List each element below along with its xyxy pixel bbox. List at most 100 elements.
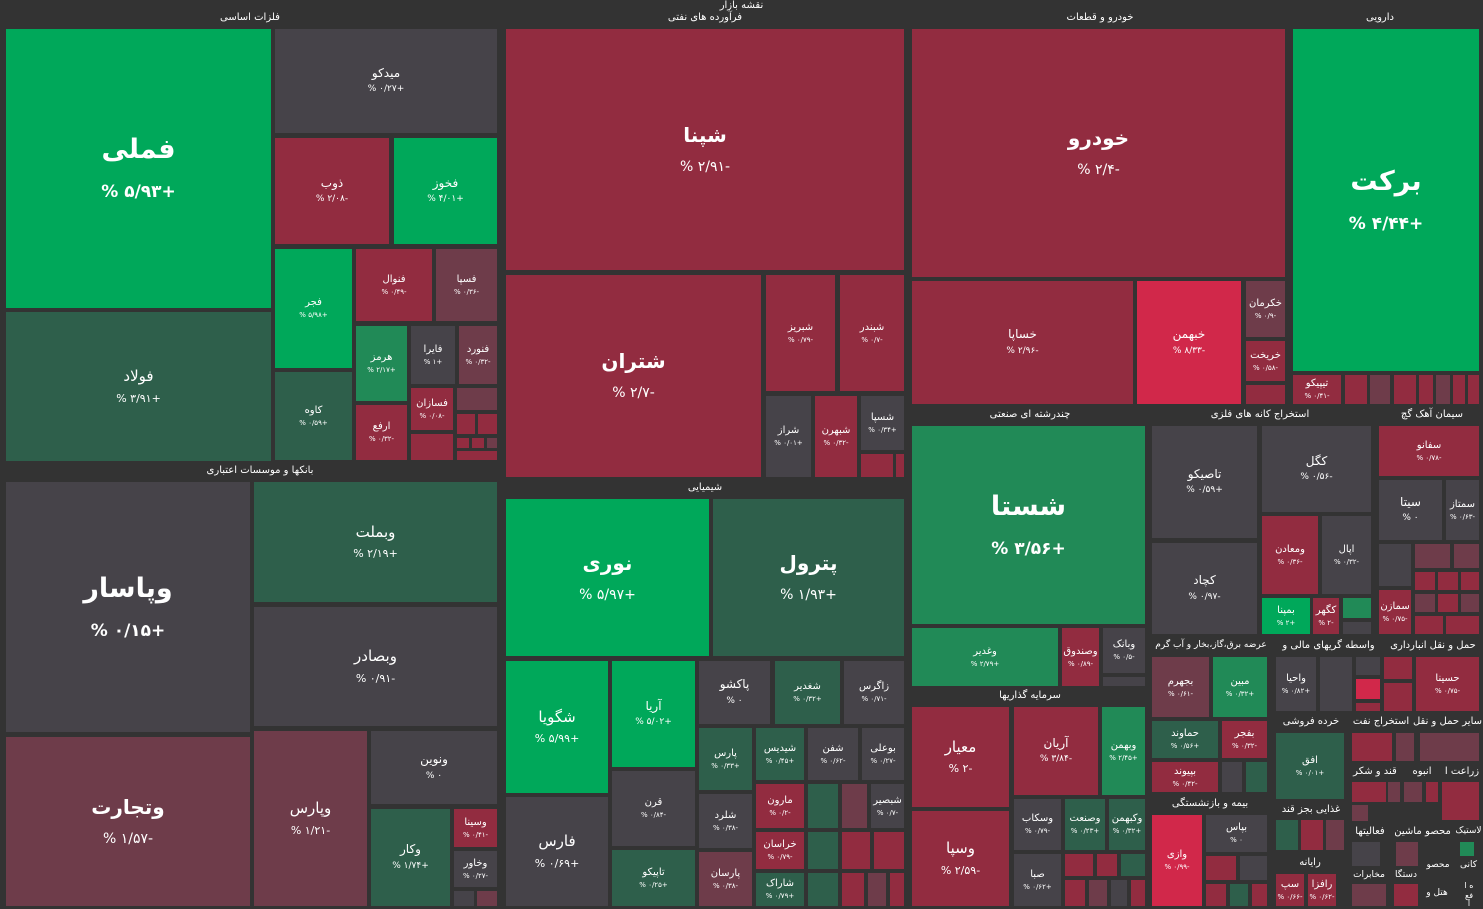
stock-tile-shabriz[interactable]: شبریز -۰/۷۹ % bbox=[766, 275, 835, 391]
small-tile[interactable] bbox=[808, 784, 838, 828]
small-tile[interactable] bbox=[1356, 703, 1380, 711]
stock-tile-kogol[interactable]: کگل -۰/۵۶ % bbox=[1262, 426, 1371, 512]
stock-tile-sheraz[interactable]: شراز +۰/۰۱ % bbox=[766, 396, 811, 477]
stock-tile-kegohar[interactable]: کگهر -۲ % bbox=[1313, 598, 1339, 634]
small-tile[interactable] bbox=[1384, 683, 1412, 711]
small-tile[interactable] bbox=[1206, 884, 1226, 906]
small-tile[interactable] bbox=[1356, 657, 1380, 675]
small-tile[interactable] bbox=[457, 414, 475, 434]
stock-tile-vesekab[interactable]: وسکاب -۰/۷۹ % bbox=[1014, 799, 1061, 850]
stock-tile-khodro[interactable]: خودرو -۲/۴ % bbox=[912, 29, 1285, 277]
stock-tile-tasiko[interactable]: تاصیکو +۰/۵۹ % bbox=[1152, 426, 1257, 538]
stock-tile-vesina[interactable]: وسینا -۰/۴۱ % bbox=[454, 809, 497, 847]
stock-tile-tapiko[interactable]: تاپیکو +۰/۲۵ % bbox=[612, 850, 695, 906]
stock-tile-vebahman[interactable]: وبهمن +۲/۴۵ % bbox=[1102, 707, 1145, 795]
stock-tile-shegoya[interactable]: شگویا +۵/۹۹ % bbox=[506, 661, 608, 793]
stock-tile-shebahran[interactable]: شبهرن -۰/۳۲ % bbox=[815, 396, 857, 477]
stock-tile-khebahman[interactable]: خبهمن -۸/۳۳ % bbox=[1137, 281, 1241, 404]
small-tile[interactable] bbox=[1097, 854, 1117, 876]
stock-tile-bepeyvand[interactable]: بپیوند -۰/۴۲ % bbox=[1152, 762, 1218, 792]
stock-tile-maroon[interactable]: مارون -۰/۲ % bbox=[756, 784, 804, 828]
small-tile[interactable] bbox=[1394, 375, 1416, 404]
stock-tile-pakshoo[interactable]: پاکشو ۰ % bbox=[699, 661, 770, 724]
stock-tile-kheriekht[interactable]: خریخت -۰/۵۸ % bbox=[1246, 341, 1285, 381]
small-tile[interactable] bbox=[457, 451, 497, 460]
stock-tile-hemavand[interactable]: حماوند +۰/۵۶ % bbox=[1152, 721, 1218, 758]
stock-tile-khesapa[interactable]: خساپا -۲/۹۶ % bbox=[912, 281, 1133, 404]
small-tile[interactable] bbox=[896, 454, 904, 477]
stock-tile-sep[interactable]: سپ -۰/۶۶ % bbox=[1276, 874, 1304, 906]
small-tile[interactable] bbox=[874, 832, 904, 869]
small-tile[interactable] bbox=[842, 784, 867, 828]
stock-tile-ofogh[interactable]: افق +۰/۰۱ % bbox=[1276, 733, 1344, 799]
small-tile[interactable] bbox=[1230, 884, 1248, 906]
small-tile[interactable] bbox=[1121, 854, 1145, 876]
small-tile[interactable] bbox=[454, 891, 474, 906]
small-tile[interactable] bbox=[1415, 572, 1435, 590]
small-tile[interactable] bbox=[1352, 782, 1386, 802]
stock-tile-parsan[interactable]: پارسان -۰/۳۸ % bbox=[699, 852, 752, 906]
stock-tile-petrol[interactable]: پترول +۱/۹۳ % bbox=[713, 499, 904, 656]
small-tile[interactable] bbox=[808, 832, 838, 869]
small-tile[interactable] bbox=[1461, 594, 1479, 612]
stock-tile-vemaaden[interactable]: ومعادن -۰/۳۶ % bbox=[1262, 516, 1318, 594]
stock-tile-bejahrom[interactable]: بجهرم -۰/۶۱ % bbox=[1152, 657, 1209, 717]
stock-tile-vekbahman[interactable]: وکبهمن +۰/۳۲ % bbox=[1109, 799, 1145, 850]
stock-tile-fenord[interactable]: فنورد -۰/۳۲ % bbox=[459, 326, 497, 384]
small-tile[interactable] bbox=[1426, 782, 1438, 802]
stock-tile-vekar[interactable]: وکار +۱/۷۴ % bbox=[371, 809, 450, 906]
stock-tile-vazi[interactable]: وازی -۰/۹۹ % bbox=[1152, 815, 1202, 906]
small-tile[interactable] bbox=[1404, 782, 1422, 802]
small-tile[interactable] bbox=[1454, 544, 1479, 568]
stock-tile-zob[interactable]: ذوب -۲/۰۸ % bbox=[275, 138, 389, 244]
small-tile[interactable] bbox=[1206, 856, 1236, 880]
stock-tile-kaveh[interactable]: کاوه +۰/۵۹ % bbox=[275, 372, 352, 460]
stock-tile-fameli[interactable]: فملی +۵/۹۳ % bbox=[6, 29, 271, 308]
stock-tile-fakhooz[interactable]: فخوز +۴/۰۱ % bbox=[394, 138, 497, 244]
stock-tile-noori[interactable]: نوری +۵/۹۷ % bbox=[506, 499, 709, 656]
stock-tile-shelard[interactable]: شلرد -۰/۳۸ % bbox=[699, 794, 752, 848]
small-tile[interactable] bbox=[1065, 854, 1093, 876]
stock-tile-vekhavar[interactable]: وخاور -۰/۲۷ % bbox=[454, 851, 497, 887]
small-tile[interactable] bbox=[1394, 884, 1418, 906]
small-tile[interactable] bbox=[1419, 375, 1433, 404]
small-tile[interactable] bbox=[1436, 375, 1450, 404]
stock-tile-vahya[interactable]: واحیا +۰/۸۲ % bbox=[1276, 657, 1316, 711]
stock-tile-booali[interactable]: بوعلی -۰/۲۷ % bbox=[862, 728, 904, 780]
stock-tile-bamapna[interactable]: بمپنا +۲ % bbox=[1262, 598, 1310, 634]
stock-tile-semtaz[interactable]: سمتاز -۰/۶۳ % bbox=[1446, 480, 1479, 540]
stock-tile-fesazan[interactable]: فسازان -۰/۰۸ % bbox=[411, 388, 453, 430]
stock-tile-fespa[interactable]: فسپا -۰/۳۶ % bbox=[436, 249, 497, 321]
small-tile[interactable] bbox=[1343, 598, 1371, 618]
stock-tile-hormoz[interactable]: هرمز +۲/۱۷ % bbox=[356, 326, 407, 401]
small-tile[interactable] bbox=[1420, 733, 1479, 761]
small-tile[interactable] bbox=[1111, 880, 1127, 906]
small-tile[interactable] bbox=[411, 434, 453, 460]
small-tile[interactable] bbox=[1384, 657, 1412, 679]
small-tile[interactable] bbox=[1468, 375, 1479, 404]
stock-tile-midco[interactable]: میدکو +۰/۲۷ % bbox=[275, 29, 497, 133]
stock-tile-faira[interactable]: فایرا +۱ % bbox=[411, 326, 455, 384]
small-tile[interactable] bbox=[842, 832, 870, 869]
stock-tile-vepasar[interactable]: وپاسار +۰/۱۵ % bbox=[6, 482, 250, 732]
stock-tile-shaghadir[interactable]: شغدیر +۰/۳۲ % bbox=[775, 661, 840, 724]
small-tile[interactable] bbox=[457, 438, 469, 448]
stock-tile-arfa[interactable]: ارفع -۰/۳۲ % bbox=[356, 405, 407, 460]
small-tile[interactable] bbox=[1442, 782, 1479, 820]
stock-tile-vebemellat[interactable]: وبملت +۲/۱۹ % bbox=[254, 482, 497, 602]
small-tile[interactable] bbox=[868, 873, 886, 906]
stock-tile-vetejarat[interactable]: وتجارت -۱/۵۷ % bbox=[6, 737, 250, 906]
stock-tile-veghadir[interactable]: وغدیر +۲/۷۹ % bbox=[912, 628, 1058, 686]
small-tile[interactable] bbox=[1415, 616, 1443, 634]
stock-tile-barekat[interactable]: برکت +۴/۴۴ % bbox=[1293, 29, 1479, 371]
small-tile[interactable] bbox=[1301, 820, 1323, 850]
stock-tile-khorasan[interactable]: خراسان -۰/۷۹ % bbox=[756, 832, 804, 869]
small-tile[interactable] bbox=[1396, 733, 1414, 761]
stock-tile-rafza[interactable]: رافزا -۰/۶۲ % bbox=[1308, 874, 1336, 906]
stock-tile-foolad[interactable]: فولاد +۳/۹۱ % bbox=[6, 312, 271, 461]
stock-tile-shepna[interactable]: شپنا -۲/۹۱ % bbox=[506, 29, 904, 270]
stock-tile-zagros[interactable]: زاگرس -۰/۷۱ % bbox=[844, 661, 904, 724]
stock-tile-bepas[interactable]: بپاس ۰ % bbox=[1206, 815, 1267, 852]
small-tile[interactable] bbox=[1388, 782, 1400, 802]
stock-tile-arian[interactable]: آریان -۳/۸۴ % bbox=[1014, 707, 1098, 795]
